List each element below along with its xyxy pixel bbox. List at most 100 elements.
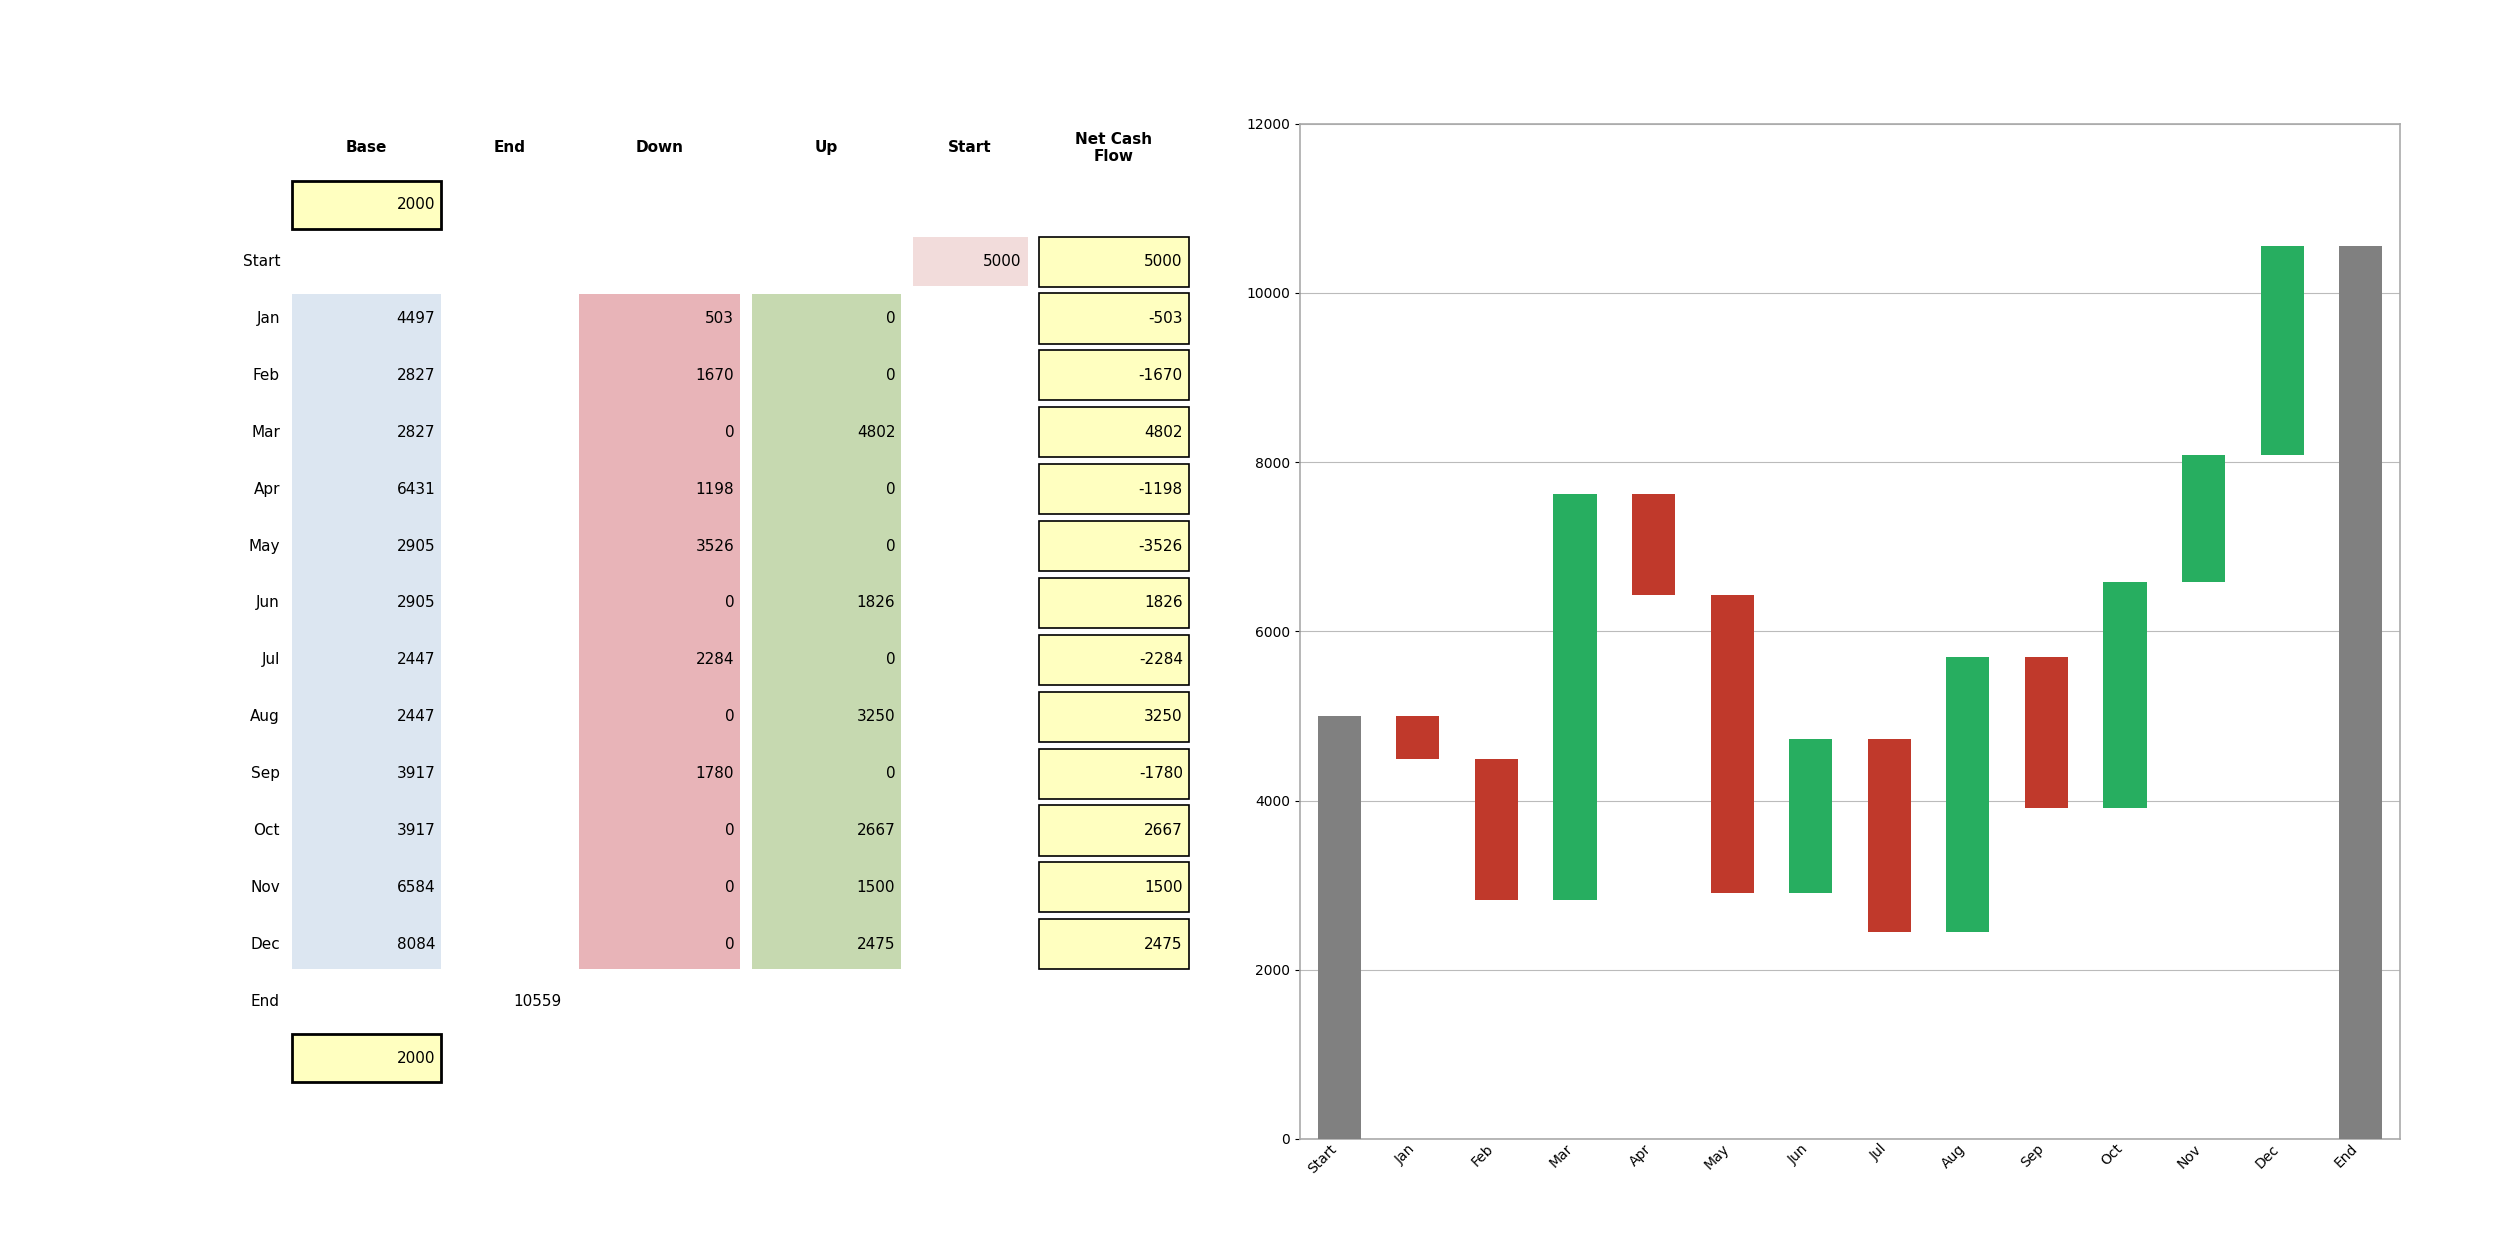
- Text: 503: 503: [705, 311, 735, 326]
- Text: 5000: 5000: [982, 254, 1022, 269]
- Text: 4802: 4802: [1145, 425, 1182, 439]
- Bar: [2340, 245, 2382, 1139]
- Text: Up: Up: [815, 140, 838, 155]
- Bar: [2025, 657, 2068, 807]
- Text: 3526: 3526: [695, 539, 735, 553]
- Text: -1198: -1198: [1138, 482, 1182, 496]
- Text: 0: 0: [725, 425, 735, 439]
- Text: 3250: 3250: [858, 709, 895, 724]
- Text: 0: 0: [725, 937, 735, 952]
- Bar: [1790, 739, 1832, 893]
- Bar: [1948, 657, 1990, 932]
- Bar: [752, 293, 900, 969]
- Text: 0: 0: [885, 766, 895, 781]
- Text: -3526: -3526: [1138, 539, 1182, 553]
- Text: Jul: Jul: [262, 652, 280, 667]
- Text: 8084: 8084: [398, 937, 435, 952]
- Text: 2827: 2827: [398, 368, 435, 383]
- Text: 0: 0: [725, 880, 735, 895]
- Bar: [1040, 863, 1188, 912]
- Text: 6431: 6431: [398, 482, 435, 496]
- Text: Start: Start: [948, 140, 992, 155]
- Text: 0: 0: [885, 539, 895, 553]
- Bar: [292, 293, 440, 969]
- Bar: [1040, 635, 1188, 685]
- Bar: [1710, 595, 1755, 893]
- Bar: [1040, 464, 1188, 514]
- Text: Net Cash
Flow: Net Cash Flow: [1075, 131, 1152, 163]
- Text: 3250: 3250: [1145, 709, 1182, 724]
- Bar: [1040, 749, 1188, 799]
- Bar: [1040, 578, 1188, 628]
- Text: 10559: 10559: [512, 994, 562, 1009]
- Bar: [580, 293, 740, 969]
- Text: May: May: [248, 539, 280, 553]
- Text: 0: 0: [725, 709, 735, 724]
- Text: Start: Start: [242, 254, 280, 269]
- Bar: [1040, 236, 1188, 287]
- Text: -503: -503: [1148, 311, 1182, 326]
- Bar: [1475, 759, 1518, 900]
- Text: 2475: 2475: [858, 937, 895, 952]
- Bar: [1632, 494, 1675, 595]
- Text: 1198: 1198: [695, 482, 735, 496]
- Text: 2000: 2000: [398, 1051, 435, 1066]
- Text: 2827: 2827: [398, 425, 435, 439]
- Bar: [1868, 739, 1910, 932]
- Bar: [2102, 582, 2148, 807]
- Text: Mar: Mar: [250, 425, 280, 439]
- Text: 3917: 3917: [398, 766, 435, 781]
- Text: End: End: [250, 994, 280, 1009]
- Bar: [1318, 716, 1360, 1139]
- Text: 1826: 1826: [1145, 595, 1182, 610]
- Bar: [912, 238, 1028, 286]
- Text: 4802: 4802: [858, 425, 895, 439]
- Bar: [292, 181, 440, 229]
- Text: 2475: 2475: [1145, 937, 1182, 952]
- Text: 5000: 5000: [1145, 254, 1182, 269]
- Bar: [1040, 293, 1188, 343]
- Text: Base: Base: [345, 140, 388, 155]
- Text: 1780: 1780: [695, 766, 735, 781]
- Text: 2000: 2000: [398, 197, 435, 212]
- Text: 0: 0: [885, 482, 895, 496]
- Text: 0: 0: [725, 823, 735, 838]
- Text: Jun: Jun: [258, 595, 280, 610]
- Bar: [292, 1034, 440, 1082]
- Text: Down: Down: [635, 140, 682, 155]
- Text: 2284: 2284: [695, 652, 735, 667]
- Text: 1500: 1500: [1145, 880, 1182, 895]
- Text: 2905: 2905: [398, 595, 435, 610]
- Bar: [2260, 245, 2305, 456]
- Bar: [1040, 407, 1188, 457]
- Text: Dec: Dec: [250, 937, 280, 952]
- Bar: [1552, 494, 1598, 900]
- Text: 4497: 4497: [398, 311, 435, 326]
- Text: Oct: Oct: [253, 823, 280, 838]
- Bar: [2182, 456, 2225, 582]
- Text: -1780: -1780: [1140, 766, 1182, 781]
- Text: Sep: Sep: [250, 766, 280, 781]
- Bar: [1395, 716, 1440, 759]
- Text: 2905: 2905: [398, 539, 435, 553]
- Text: Feb: Feb: [253, 368, 280, 383]
- Text: Apr: Apr: [253, 482, 280, 496]
- Text: 2447: 2447: [398, 652, 435, 667]
- Bar: [1040, 350, 1188, 400]
- Text: 3917: 3917: [398, 823, 435, 838]
- Text: 6584: 6584: [398, 880, 435, 895]
- Text: Aug: Aug: [250, 709, 280, 724]
- Text: -2284: -2284: [1140, 652, 1182, 667]
- Bar: [1040, 521, 1188, 571]
- Text: 0: 0: [885, 368, 895, 383]
- Text: End: End: [495, 140, 525, 155]
- Text: Jan: Jan: [258, 311, 280, 326]
- Text: 0: 0: [885, 652, 895, 667]
- Text: 1826: 1826: [858, 595, 895, 610]
- Bar: [1040, 692, 1188, 742]
- Text: 1670: 1670: [695, 368, 735, 383]
- Text: 0: 0: [885, 311, 895, 326]
- Bar: [1040, 806, 1188, 855]
- Text: -1670: -1670: [1138, 368, 1182, 383]
- Text: 2447: 2447: [398, 709, 435, 724]
